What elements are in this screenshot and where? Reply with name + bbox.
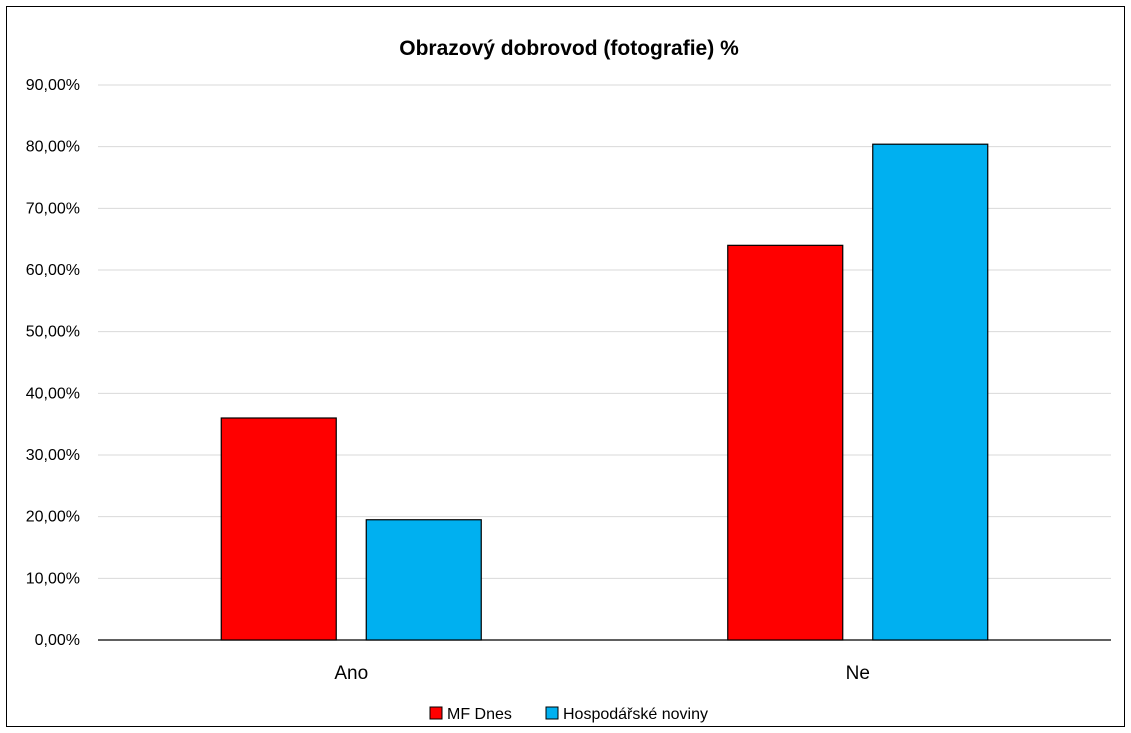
bar-hospod-sk-noviny-ano bbox=[365, 519, 482, 641]
legend: MF Dnes Hospodářské noviny bbox=[429, 706, 708, 723]
y-tick-label: 30,00% bbox=[26, 447, 80, 464]
y-tick-label: 70,00% bbox=[26, 200, 80, 217]
y-tick-label: 40,00% bbox=[26, 385, 80, 402]
legend-label: Hospodářské noviny bbox=[563, 706, 708, 723]
y-tick-label: 0,00% bbox=[35, 632, 80, 649]
y-tick-label: 90,00% bbox=[26, 77, 80, 94]
y-axis-tick-labels: 0,00% 10,00% 20,00% 30,00% 40,00% 50,00% 60,00… bbox=[26, 77, 80, 649]
bars bbox=[220, 143, 989, 641]
bar-hospod-sk-noviny-ne bbox=[872, 143, 989, 641]
y-tick-label: 20,00% bbox=[26, 509, 80, 526]
chart-title: Obrazový dobrovod (fotografie) % bbox=[399, 37, 739, 60]
y-tick-label: 10,00% bbox=[26, 570, 80, 587]
y-tick-label: 80,00% bbox=[26, 139, 80, 156]
x-category-label: Ano bbox=[334, 663, 368, 684]
legend-swatch bbox=[429, 706, 443, 720]
bar-mf-dnes-ne bbox=[727, 244, 844, 641]
x-category-label: Ne bbox=[846, 663, 870, 684]
bar-mf-dnes-ano bbox=[220, 417, 337, 641]
legend-swatch bbox=[545, 706, 559, 720]
x-axis-category-labels: Ano Ne bbox=[334, 663, 870, 684]
y-tick-label: 50,00% bbox=[26, 324, 80, 341]
legend-label: MF Dnes bbox=[447, 706, 512, 723]
y-tick-label: 60,00% bbox=[26, 262, 80, 279]
